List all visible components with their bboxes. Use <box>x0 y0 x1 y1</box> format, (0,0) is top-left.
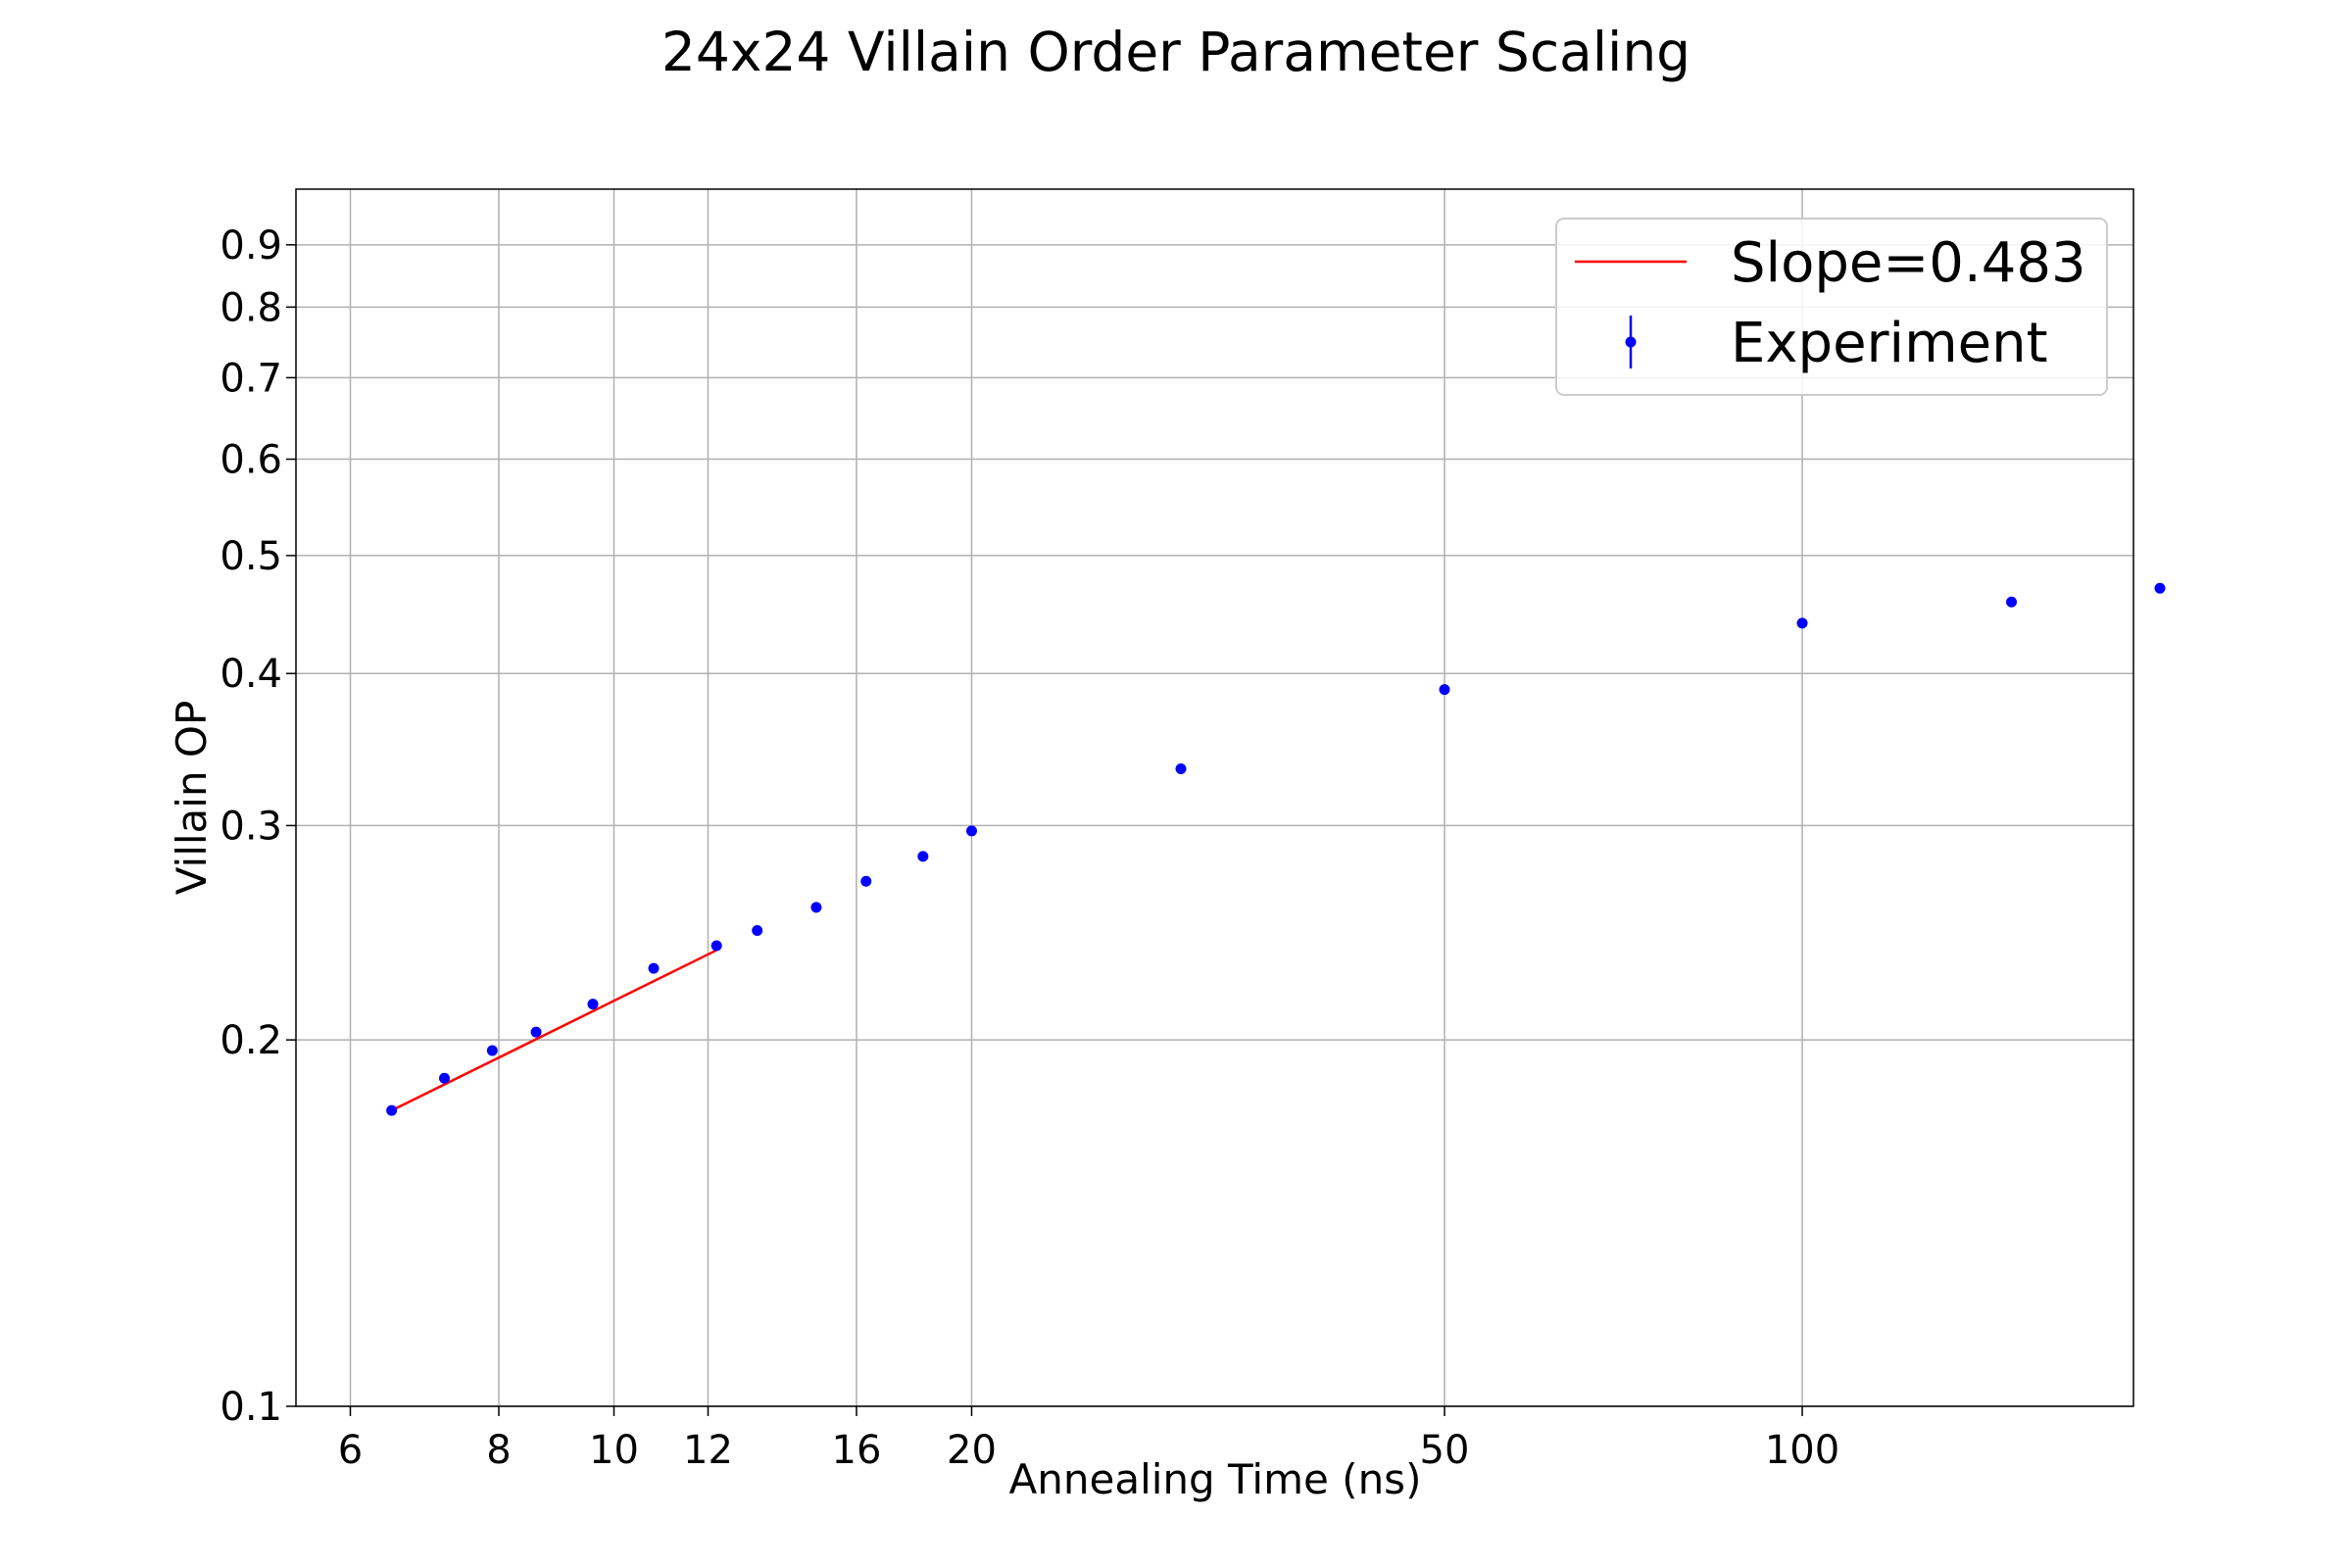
data-point <box>2154 582 2166 594</box>
data-point <box>2006 596 2018 608</box>
x-axis-label: Annealing Time (ns) <box>1009 1455 1422 1503</box>
legend-box <box>1555 218 2108 396</box>
x-tick-label: 12 <box>683 1428 733 1473</box>
data-point <box>386 1104 398 1116</box>
x-tick-label: 50 <box>1420 1428 1470 1473</box>
plot-frame <box>295 188 2134 1407</box>
y-tick-label: 0.6 <box>220 438 282 483</box>
fit-line <box>391 949 717 1112</box>
data-point <box>810 902 822 913</box>
data-point <box>752 924 763 936</box>
y-tick-label: 0.7 <box>220 356 282 401</box>
data-point <box>530 1026 542 1038</box>
legend-label-experiment: Experiment <box>1731 312 2048 375</box>
y-tick-label: 0.1 <box>220 1385 282 1430</box>
legend-label-fit: Slope=0.483 <box>1731 231 2086 295</box>
x-tick-label: 8 <box>486 1428 511 1473</box>
y-tick-label: 0.2 <box>220 1018 282 1063</box>
data-marks <box>386 582 2166 1116</box>
data-point <box>1796 617 1808 629</box>
y-tick-label: 0.4 <box>220 652 282 697</box>
x-tick-label: 16 <box>832 1428 882 1473</box>
data-point <box>438 1072 450 1084</box>
data-point <box>1175 763 1187 775</box>
data-point <box>965 825 977 837</box>
y-tick-label: 0.5 <box>220 534 282 579</box>
y-tick-label: 0.3 <box>220 804 282 849</box>
data-point <box>1439 684 1450 696</box>
x-tick-label: 10 <box>589 1428 639 1473</box>
x-tick-label: 20 <box>947 1428 997 1473</box>
data-point <box>648 962 660 974</box>
y-tick-label: 0.9 <box>220 223 282 269</box>
data-point <box>587 999 599 1010</box>
data-point <box>860 875 872 887</box>
y-axis-label: Villain OP <box>168 701 216 896</box>
legend-experiment-marker-swatch <box>1625 336 1637 348</box>
data-point <box>917 851 929 862</box>
axis-ticks: 6 8 10 12 16 20 50 100 0.1 0.2 0.3 0.4 0.5 0.6 0.7 0.8 0… <box>220 223 1839 1473</box>
x-tick-label: 100 <box>1765 1428 1839 1473</box>
data-point <box>710 940 722 952</box>
x-tick-label: 6 <box>338 1428 363 1473</box>
chart-title: 24x24 Villain Order Parameter Scaling <box>662 21 1690 83</box>
data-point <box>486 1045 498 1056</box>
legend: Slope=0.483 Experiment <box>1555 218 2108 396</box>
y-tick-label: 0.8 <box>220 285 282 330</box>
